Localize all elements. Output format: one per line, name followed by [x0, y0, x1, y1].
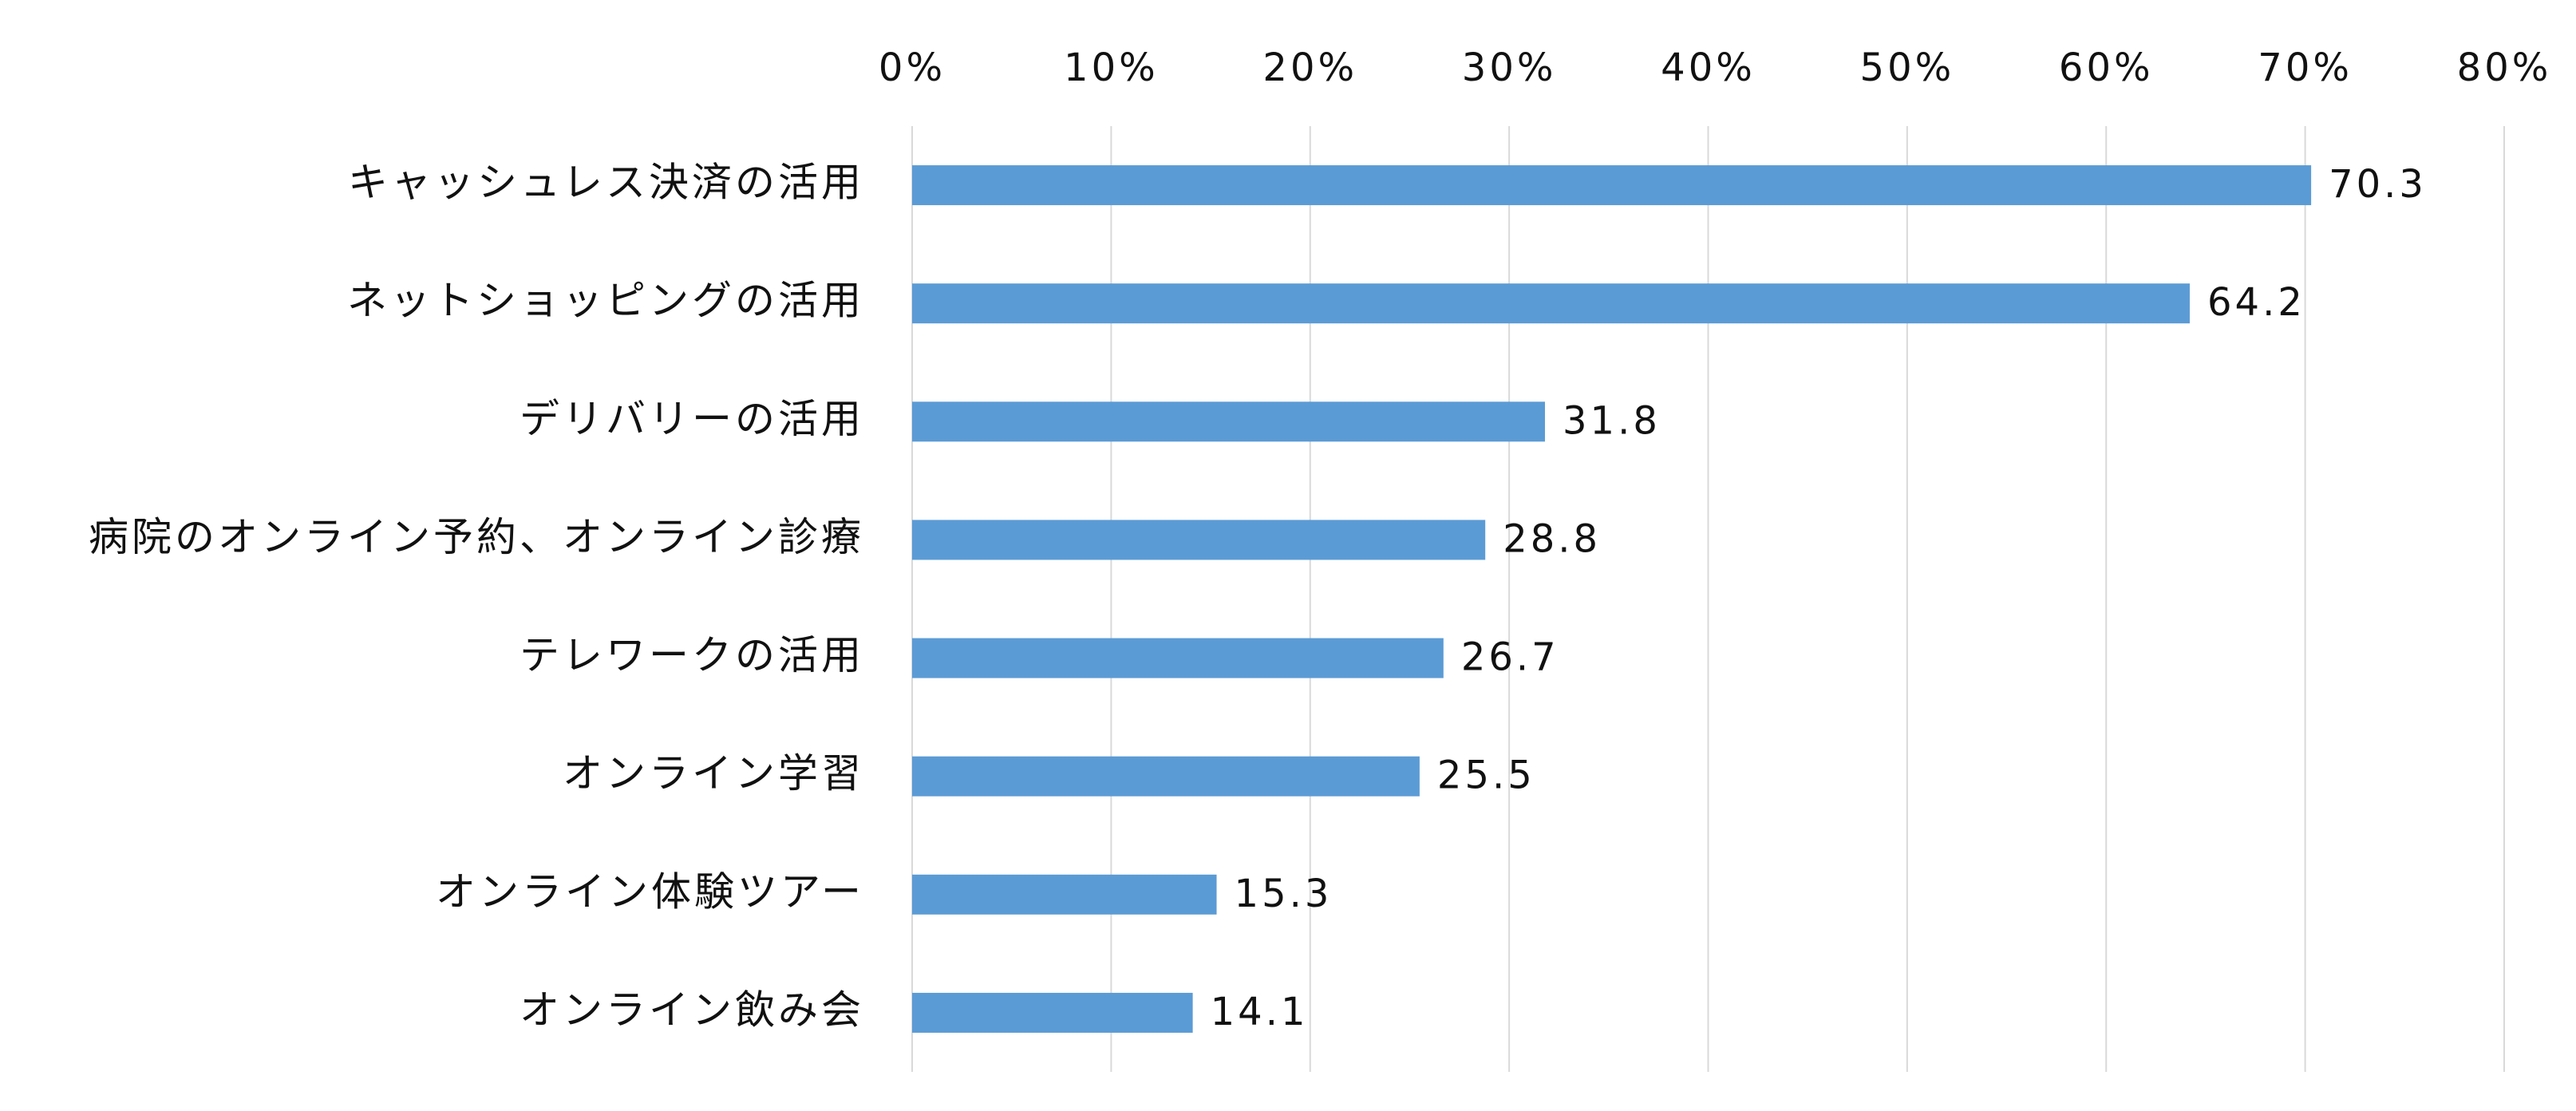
x-tick-label: 10%	[1064, 45, 1159, 90]
x-tick-label: 70%	[2258, 45, 2353, 90]
category-label: テレワークの活用	[520, 632, 864, 678]
bar	[912, 401, 1546, 442]
x-tick-label: 0%	[879, 45, 946, 90]
bar	[912, 992, 1193, 1033]
category-label: ネットショッピングの活用	[347, 278, 864, 324]
x-tick-label: 20%	[1262, 45, 1357, 90]
data-label: 64.2	[2207, 280, 2305, 325]
category-label: デリバリーの活用	[520, 396, 864, 442]
data-label: 26.7	[1461, 635, 1559, 680]
bar	[912, 874, 1217, 915]
data-label: 28.8	[1503, 516, 1601, 561]
category-labels: キャッシュレス決済の活用ネットショッピングの活用デリバリーの活用病院のオンライン…	[89, 160, 864, 1034]
category-label: オンライン体験ツアー	[436, 868, 864, 915]
data-label: 25.5	[1437, 753, 1535, 798]
x-tick-label: 80%	[2457, 45, 2552, 90]
gridlines	[911, 126, 2505, 1072]
category-label: 病院のオンライン予約、オンライン診療	[89, 514, 864, 560]
data-label: 14.1	[1211, 990, 1309, 1034]
bar	[912, 520, 1486, 560]
bar	[912, 756, 1420, 797]
bar	[912, 165, 2312, 206]
category-label: オンライン学習	[563, 750, 864, 797]
x-tick-label: 40%	[1661, 45, 1756, 90]
bars	[912, 165, 2312, 1033]
x-tick-label: 50%	[1860, 45, 1955, 90]
x-axis-ticks: 0% 10% 20% 30% 40% 50% 60% 70% 80%	[879, 45, 2552, 90]
x-tick-label: 60%	[2059, 45, 2154, 90]
data-label: 15.3	[1235, 872, 1333, 916]
data-label: 31.8	[1563, 398, 1661, 443]
data-labels: 70.3 64.2 31.8 28.8 26.7 25.5 15.3 14.1	[1211, 162, 2427, 1034]
category-label: オンライン飲み会	[520, 986, 864, 1033]
bar	[912, 638, 1444, 678]
bar	[912, 283, 2190, 324]
x-tick-label: 30%	[1462, 45, 1557, 90]
data-label: 70.3	[2329, 162, 2427, 207]
category-label: キャッシュレス決済の活用	[348, 160, 864, 206]
